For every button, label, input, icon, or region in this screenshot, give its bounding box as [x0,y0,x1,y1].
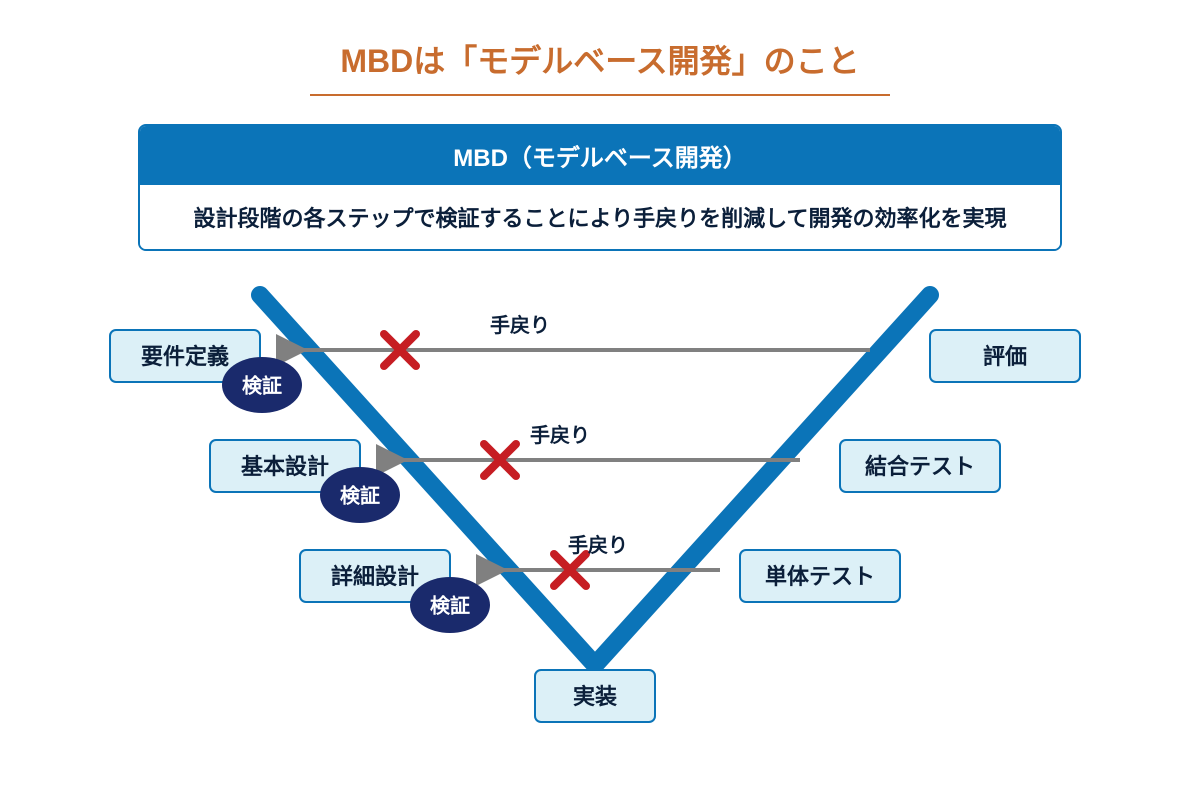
svg-text:検証: 検証 [430,593,470,617]
svg-text:検証: 検証 [340,483,380,507]
svg-text:手戻り: 手戻り [568,533,628,557]
svg-text:実装: 実装 [573,684,617,709]
svg-text:手戻り: 手戻り [530,423,590,447]
svg-text:詳細設計: 詳細設計 [331,564,419,589]
bottom-box: 実装 [535,670,655,722]
svg-text:基本設計: 基本設計 [241,454,329,479]
right-boxes: 評価結合テスト単体テスト [740,330,1080,602]
header-box-body: 設計段階の各ステップで検証することにより手戻りを削減して開発の効率化を実現 [140,185,1060,249]
svg-text:要件定義: 要件定義 [141,344,229,369]
page-title: MBDは「モデルベース開発」のこと [0,0,1200,94]
header-box: MBD（モデルベース開発） 設計段階の各ステップで検証することにより手戻りを削減… [138,124,1062,251]
header-box-title: MBD（モデルベース開発） [140,126,1060,185]
svg-text:結合テスト: 結合テスト [865,454,975,479]
svg-text:単体テスト: 単体テスト [765,564,875,589]
svg-text:検証: 検証 [242,373,282,397]
svg-text:評価: 評価 [983,344,1027,369]
v-model-diagram: 手戻り手戻り手戻り 要件定義基本設計詳細設計 評価結合テスト単体テスト 実装 検… [0,280,1200,800]
svg-text:手戻り: 手戻り [490,313,550,337]
title-underline [310,94,890,96]
